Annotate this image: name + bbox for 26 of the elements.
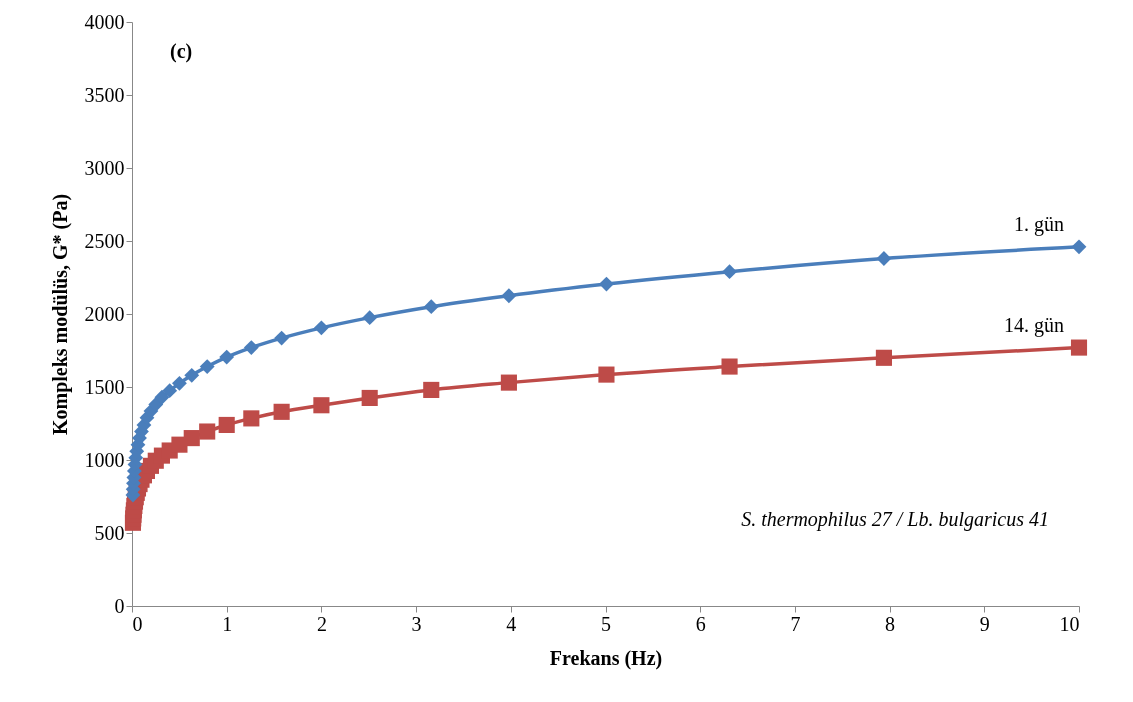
y-tick-label: 3500 [84, 83, 125, 106]
y-tick-label: 3000 [84, 156, 125, 179]
x-tick-label: 0 [132, 612, 143, 635]
y-tick-label: 500 [94, 521, 125, 544]
x-tick-label: 9 [979, 612, 990, 635]
annotation: S. thermophilus 27 / Lb. bulgaricus 41 [741, 508, 1049, 531]
y-axis-title: Kompleks modülüs, G* (Pa) [48, 193, 72, 436]
x-tick-label: 4 [506, 612, 517, 635]
x-tick-label: 10 [1059, 612, 1080, 635]
x-tick-label: 1 [222, 612, 233, 635]
y-tick-label: 1000 [84, 448, 125, 471]
x-tick-label: 2 [316, 612, 327, 635]
y-tick-label: 2500 [84, 229, 125, 252]
y-tick-label: 2000 [84, 302, 125, 325]
y-tick-label: 0 [114, 594, 125, 617]
x-tick-label: 5 [601, 612, 611, 635]
series-label: 1. gün [1014, 212, 1064, 236]
x-tick-label: 3 [411, 612, 422, 635]
x-tick-label: 8 [885, 612, 896, 635]
x-axis-title: Frekans (Hz) [549, 646, 663, 670]
y-tick-label: 1500 [84, 375, 125, 398]
x-tick-label: 6 [695, 612, 706, 635]
series-label: 14. gün [1004, 313, 1064, 337]
x-tick-label: 7 [790, 612, 801, 635]
y-tick-label: 4000 [84, 10, 125, 33]
annotation: (c) [170, 40, 193, 63]
